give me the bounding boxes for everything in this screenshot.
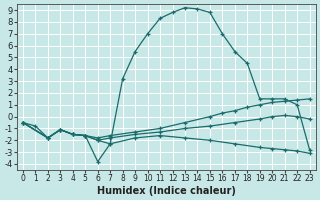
- X-axis label: Humidex (Indice chaleur): Humidex (Indice chaleur): [97, 186, 236, 196]
